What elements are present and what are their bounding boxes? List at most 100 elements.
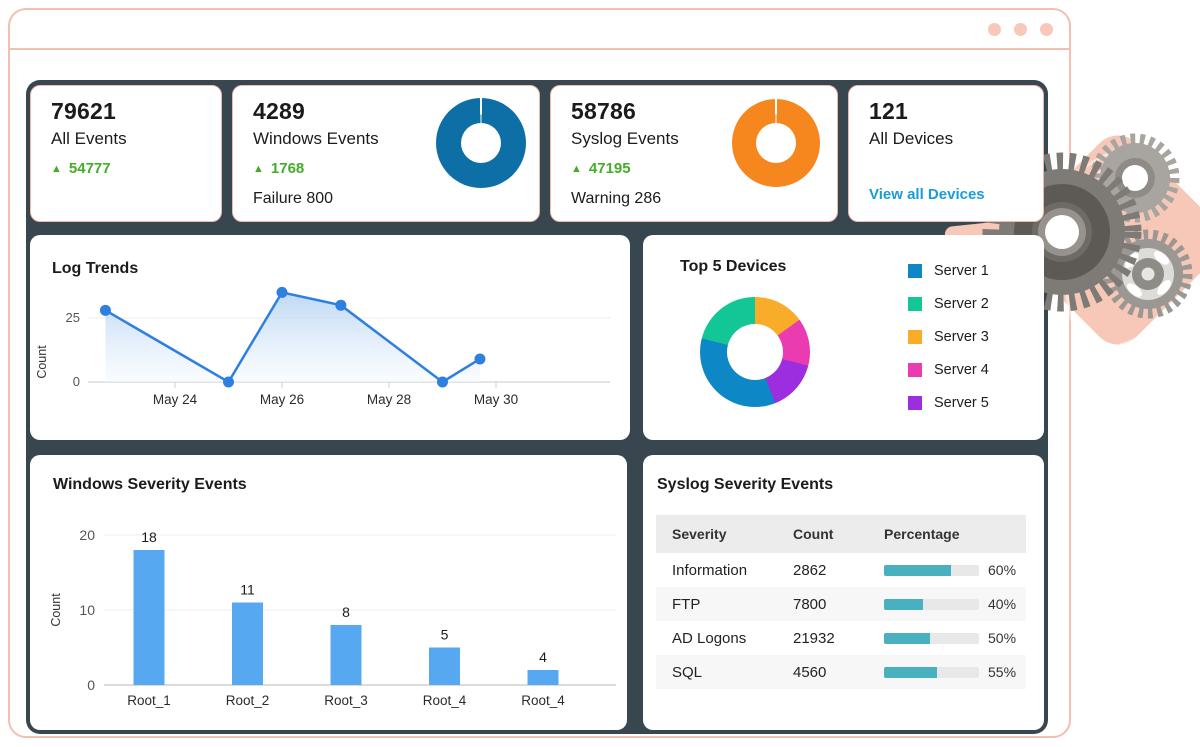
window-dot-icon[interactable]: [1040, 22, 1053, 36]
bar: [133, 550, 165, 685]
legend-label: Server 1: [934, 263, 989, 279]
legend-item[interactable]: Server 2: [908, 296, 989, 312]
stat-card-syslog-events: 58786 Syslog Events ▲ 47195 Warning 286: [550, 85, 838, 222]
stat-footer: Warning 286: [571, 190, 662, 207]
legend-item[interactable]: Server 1: [908, 263, 989, 279]
browser-frame: [8, 8, 1071, 738]
legend-swatch-icon: [908, 264, 922, 278]
severity-cell: SQL: [672, 663, 703, 681]
progress-track: [884, 666, 979, 678]
severity-cell: Information: [672, 561, 748, 579]
gear-small-bottom-icon: [1103, 229, 1193, 319]
legend-item[interactable]: Server 3: [908, 329, 989, 345]
count-cell: 7800: [793, 595, 827, 613]
bar-category-label: Root_4: [521, 693, 565, 708]
progress-track: [884, 598, 979, 610]
percentage-label: 60%: [988, 562, 1017, 578]
legend-label: Server 5: [934, 395, 989, 411]
percentage-cell: 40%: [884, 596, 1026, 612]
table-header-cell: Count: [793, 526, 834, 542]
y-tick-label: 0: [73, 374, 80, 389]
chart-title: Syslog Severity Events: [657, 476, 834, 493]
count-cell: 4560: [793, 663, 827, 681]
stat-card-all-events: 79621 All Events ▲ 54777: [30, 85, 222, 222]
triangle-up-icon: ▲: [51, 162, 62, 175]
progress-fill: [884, 598, 923, 610]
syslog-events-donut-chart: [732, 99, 820, 187]
legend-swatch-icon: [908, 330, 922, 344]
area-fill: [105, 292, 480, 382]
legend-item[interactable]: Server 5: [908, 395, 989, 411]
triangle-up-icon: ▲: [253, 162, 264, 175]
count-cell: 2862: [793, 561, 827, 579]
stat-value: 4289: [253, 98, 305, 124]
y-axis-label: Count: [35, 345, 49, 379]
triangle-up-icon: ▲: [571, 162, 582, 175]
bar: [527, 670, 559, 685]
table-header-cell: Severity: [672, 526, 727, 542]
data-point: [223, 376, 234, 388]
stat-label: Syslog Events: [571, 129, 679, 148]
window-dot-icon[interactable]: [1014, 22, 1027, 36]
log-trends-card: Log Trends May 24 May 26 May 28 May 30 0 25 Co…: [30, 235, 630, 440]
legend-item[interactable]: Server 4: [908, 362, 989, 378]
bar-value-label: 18: [141, 529, 157, 545]
table-row: SQL 4560 55%: [656, 655, 1026, 689]
stat-footer: Failure 800: [253, 190, 334, 207]
stat-label: All Events: [51, 129, 127, 148]
bar-value-label: 4: [539, 649, 547, 665]
percentage-label: 40%: [988, 596, 1017, 612]
progress-fill: [884, 632, 930, 644]
progress-fill: [884, 666, 938, 678]
table-row: AD Logons 21932 50%: [656, 621, 1026, 655]
bar-category-label: Root_3: [324, 693, 368, 708]
log-trends-line-chart: May 24 May 26 May 28 May 30 0 25 Count: [35, 286, 610, 407]
stat-value: 121: [869, 98, 908, 124]
view-all-devices-link[interactable]: View all Devices: [869, 186, 985, 203]
percentage-cell: 55%: [884, 664, 1026, 680]
percentage-cell: 50%: [884, 630, 1026, 646]
windows-events-donut-chart: [436, 98, 526, 188]
percentage-label: 55%: [988, 664, 1017, 680]
progress-track: [884, 632, 979, 644]
progress-fill: [884, 564, 951, 576]
legend-swatch-icon: [908, 396, 922, 410]
percentage-cell: 60%: [884, 562, 1026, 578]
chart-title: Log Trends: [52, 260, 139, 277]
stat-card-windows-events: 4289 Windows Events ▲ 1768 Failure 800: [232, 85, 540, 222]
severity-cell: AD Logons: [672, 629, 747, 647]
table-header-row: Severity Count Percentage: [656, 515, 1026, 553]
windows-severity-card: Windows Severity Events 0 10 20 18 Root_1 11 R…: [30, 455, 627, 730]
table-row: FTP 7800 40%: [656, 587, 1026, 621]
window-dot-icon[interactable]: [988, 22, 1001, 36]
severity-table: Severity Count Percentage Information 2862 60…: [656, 515, 1026, 689]
stat-value: 58786: [571, 98, 636, 124]
y-axis-label: Count: [49, 593, 63, 627]
table-row: Information 2862 60%: [656, 553, 1026, 587]
y-tick-label: 10: [79, 602, 95, 618]
bar-category-label: Root_4: [423, 693, 467, 708]
stat-label: Windows Events: [253, 129, 379, 148]
legend-label: Server 3: [934, 329, 989, 345]
chart-title: Windows Severity Events: [53, 476, 247, 493]
chart-legend: Server 1 Server 2 Server 3 Server 4 Server 5: [908, 263, 989, 428]
bar-category-label: Root_1: [127, 693, 171, 708]
legend-label: Server 2: [934, 296, 989, 312]
x-tick-label: May 24: [153, 392, 198, 407]
data-point: [437, 376, 448, 388]
data-point: [335, 299, 347, 311]
y-tick-label: 0: [87, 677, 95, 693]
bar: [429, 647, 460, 685]
window-titlebar: [10, 10, 1069, 50]
data-point: [474, 353, 486, 365]
top-devices-card: Top 5 Devices Server 1 Server 2 Server 3 Se…: [643, 235, 1044, 440]
legend-label: Server 4: [934, 362, 989, 378]
syslog-severity-card: Syslog Severity Events Severity Count Perc…: [643, 455, 1044, 730]
y-tick-label: 25: [66, 310, 80, 325]
stat-card-all-devices: 121 All Devices View all Devices: [848, 85, 1044, 222]
x-tick-label: May 28: [367, 392, 411, 407]
chart-title: Top 5 Devices: [680, 258, 787, 275]
table-header-cell: Percentage: [884, 526, 960, 542]
bar-value-label: 8: [342, 604, 350, 620]
top-devices-donut-chart: [700, 297, 810, 407]
